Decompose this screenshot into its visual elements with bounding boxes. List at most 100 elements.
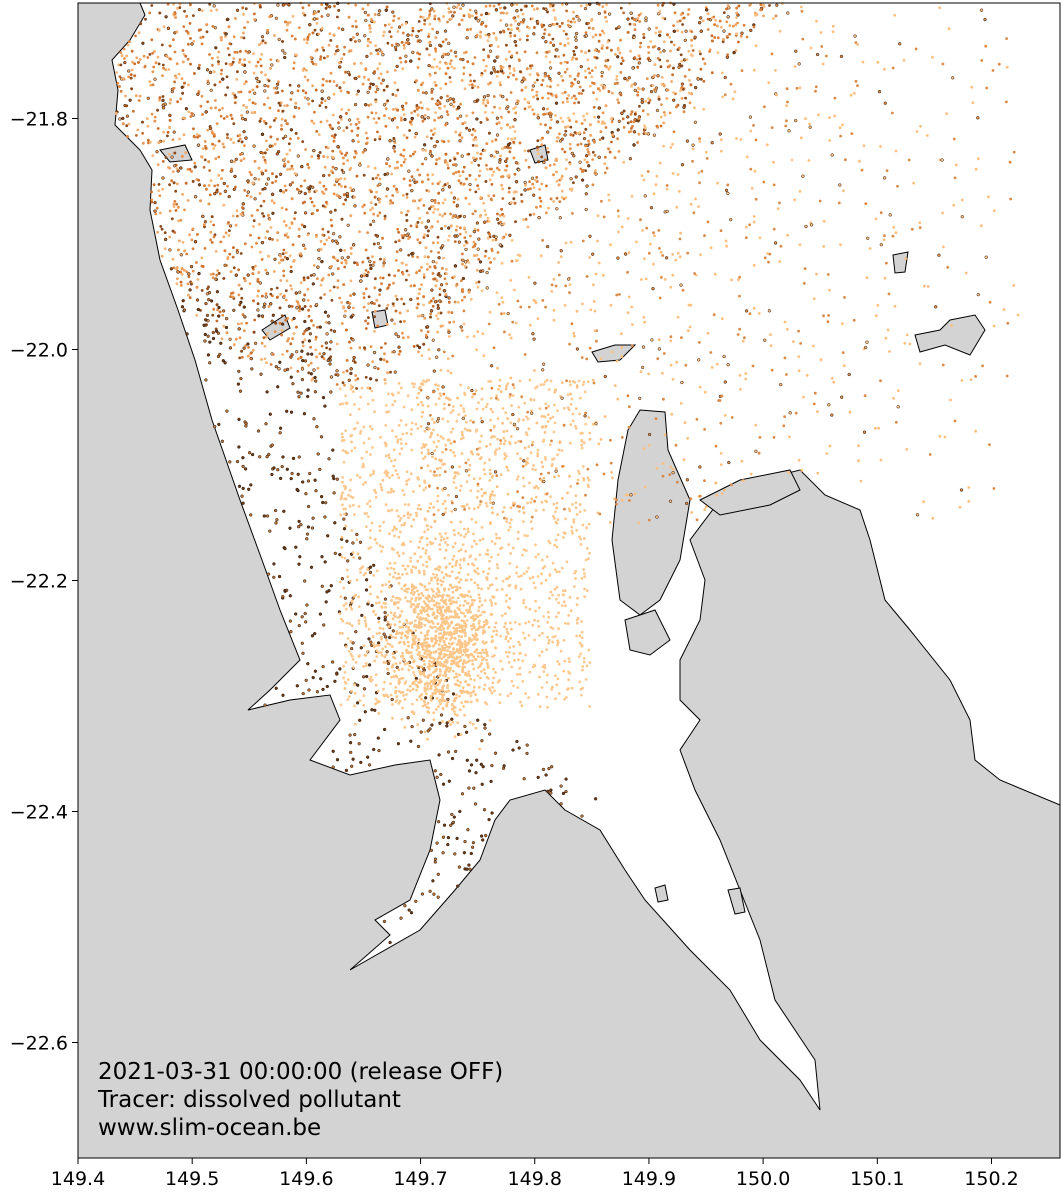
- particle: [461, 258, 465, 262]
- particle: [420, 697, 423, 701]
- particle: [419, 555, 423, 559]
- particle: [447, 300, 451, 304]
- particle: [431, 879, 435, 883]
- particle: [722, 11, 726, 15]
- particle: [451, 641, 455, 645]
- particle: [371, 177, 375, 181]
- particle: [206, 81, 210, 85]
- particle: [362, 75, 366, 79]
- particle: [202, 165, 206, 169]
- particle: [487, 817, 491, 822]
- particle: [240, 140, 244, 144]
- particle: [329, 390, 333, 394]
- particle: [226, 256, 230, 259]
- particle: [316, 366, 320, 370]
- particle: [483, 149, 487, 153]
- particle: [264, 236, 268, 240]
- particle: [442, 630, 446, 634]
- particle: [176, 205, 180, 209]
- particle: [146, 138, 150, 142]
- particle: [552, 200, 556, 203]
- particle: [301, 89, 305, 92]
- particle: [536, 7, 539, 11]
- particle: [642, 36, 646, 39]
- particle: [228, 229, 231, 233]
- particle: [262, 155, 265, 159]
- particle: [575, 120, 578, 124]
- particle: [529, 187, 532, 191]
- particle: [397, 668, 401, 672]
- particle: [168, 235, 172, 239]
- particle: [459, 57, 462, 61]
- particle: [467, 590, 471, 593]
- particle: [676, 20, 679, 24]
- particle: [560, 174, 564, 178]
- particle: [157, 189, 161, 193]
- particle: [520, 88, 524, 92]
- particle: [346, 559, 350, 563]
- particle: [396, 334, 401, 339]
- particle: [446, 835, 451, 840]
- particle: [344, 768, 349, 773]
- particle: [514, 111, 518, 115]
- particle: [368, 377, 373, 381]
- particle: [342, 370, 345, 374]
- particle: [233, 101, 237, 105]
- particle: [654, 86, 659, 90]
- particle: [401, 272, 405, 276]
- particle: [324, 600, 328, 604]
- particle: [213, 192, 217, 196]
- particle: [591, 35, 595, 39]
- particle: [211, 276, 215, 280]
- particle: [349, 371, 353, 376]
- particle: [279, 189, 283, 193]
- particle: [227, 194, 231, 199]
- island: [611, 409, 691, 616]
- particle: [263, 186, 267, 191]
- particle: [280, 258, 283, 262]
- particle: [508, 233, 512, 237]
- particle: [314, 335, 318, 339]
- particle: [469, 677, 473, 681]
- particle: [274, 521, 278, 525]
- particle: [433, 266, 437, 270]
- particle: [319, 240, 323, 243]
- particle: [364, 578, 369, 582]
- particle: [374, 203, 378, 206]
- particle: [150, 200, 154, 204]
- particle: [204, 146, 208, 150]
- particle: [392, 281, 395, 285]
- particle: [367, 637, 371, 641]
- particle: [244, 344, 248, 347]
- particle: [181, 116, 185, 120]
- particle: [659, 65, 663, 69]
- particle: [523, 50, 527, 54]
- particle: [332, 33, 336, 37]
- particle: [458, 694, 461, 698]
- particle: [439, 772, 443, 777]
- particle: [208, 125, 212, 128]
- particle: [670, 80, 673, 83]
- particle: [366, 755, 370, 759]
- particle: [216, 183, 220, 187]
- particle: [610, 130, 614, 135]
- particle: [293, 105, 298, 110]
- particle: [419, 665, 423, 669]
- particle: [308, 332, 313, 336]
- particle: [489, 71, 494, 75]
- particle: [434, 83, 438, 87]
- particle: [262, 199, 266, 203]
- particle: [222, 117, 226, 120]
- particle: [420, 115, 424, 119]
- particle: [245, 105, 249, 109]
- particle: [291, 456, 296, 461]
- particle: [564, 777, 568, 781]
- particle: [425, 47, 429, 51]
- particle: [351, 188, 356, 192]
- particle: [666, 59, 669, 63]
- particle: [167, 166, 170, 169]
- particle: [245, 321, 249, 325]
- particle: [467, 786, 471, 790]
- particle: [235, 250, 240, 254]
- particle: [561, 101, 565, 104]
